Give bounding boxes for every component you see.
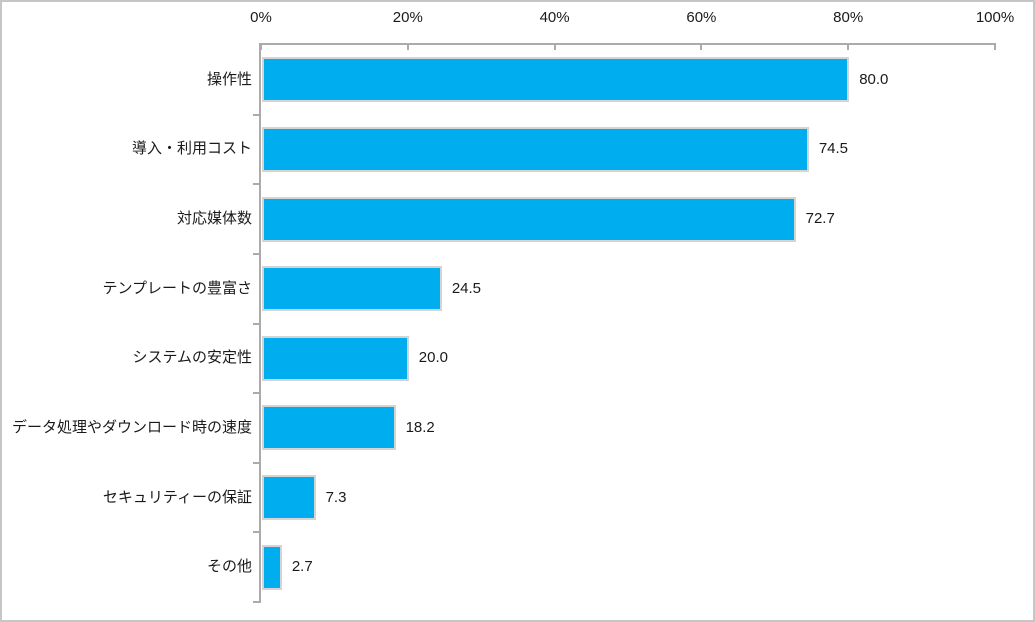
bar bbox=[262, 475, 316, 521]
bar bbox=[262, 405, 396, 451]
category-label: データ処理やダウンロード時の速度 bbox=[11, 418, 252, 436]
x-axis-tick-label: 0% bbox=[250, 9, 272, 26]
x-axis-tick-mark bbox=[553, 43, 556, 50]
y-axis-tick-mark bbox=[253, 531, 261, 534]
x-axis-tick-label: 100% bbox=[975, 9, 1015, 26]
category-label: 導入・利用コスト bbox=[131, 140, 252, 158]
y-axis-tick-mark bbox=[253, 252, 261, 255]
value-label: 20.0 bbox=[418, 349, 448, 367]
x-axis-tick-mark bbox=[260, 43, 262, 50]
category-label: セキュリティーの保証 bbox=[102, 488, 252, 506]
x-axis-tick-label: 60% bbox=[686, 9, 717, 26]
value-label: 24.5 bbox=[451, 279, 482, 297]
x-axis-tick-label: 40% bbox=[539, 9, 570, 26]
bar bbox=[262, 335, 409, 381]
y-axis-tick-mark bbox=[253, 392, 261, 395]
x-axis-tick-mark bbox=[847, 43, 850, 50]
y-axis-tick-mark bbox=[253, 183, 261, 186]
category-label: 対応媒体数 bbox=[176, 210, 252, 228]
bar bbox=[262, 57, 850, 103]
value-label: 74.5 bbox=[818, 140, 849, 158]
x-axis-tick-label: 80% bbox=[833, 9, 864, 26]
value-label: 2.7 bbox=[291, 558, 313, 576]
x-axis-tick-mark bbox=[700, 43, 703, 50]
category-label: 操作性 bbox=[206, 70, 252, 88]
x-axis-tick-label: 20% bbox=[392, 9, 423, 26]
category-label: システムの安定性 bbox=[132, 349, 252, 367]
x-axis-tick-mark bbox=[406, 43, 409, 50]
value-label: 18.2 bbox=[405, 418, 435, 436]
category-label: その他 bbox=[206, 558, 252, 576]
bar bbox=[262, 266, 442, 312]
value-label: 72.7 bbox=[805, 210, 835, 228]
y-axis-tick-mark bbox=[253, 461, 261, 464]
bar bbox=[262, 544, 282, 590]
value-label: 80.0 bbox=[859, 70, 889, 88]
bar bbox=[262, 196, 796, 242]
y-axis-tick-mark bbox=[253, 113, 261, 116]
x-axis-line bbox=[259, 43, 995, 45]
value-label: 7.3 bbox=[325, 488, 347, 506]
x-axis-tick-mark bbox=[994, 43, 996, 50]
y-axis-tick-mark bbox=[253, 601, 261, 603]
category-label: テンプレートの豊富さ bbox=[102, 279, 252, 297]
y-axis-tick-mark bbox=[253, 322, 261, 325]
bar bbox=[262, 126, 809, 172]
